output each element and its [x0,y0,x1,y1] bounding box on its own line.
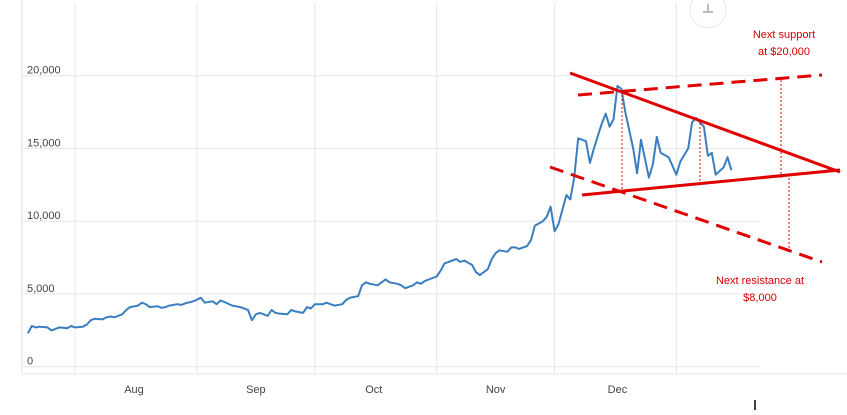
y-tick-label: 10,000 [27,210,61,222]
y-tick-label: 15,000 [27,137,61,149]
lower-channel [549,165,823,264]
x-tick-label: Nov [486,384,506,396]
download-icon[interactable] [703,4,713,13]
support-line [581,168,841,197]
download-circle[interactable] [689,0,727,29]
y-tick-label: 20,000 [27,65,61,77]
x-tick-label: Dec [608,384,628,396]
annotation: Next support [753,29,815,41]
trend-lines [549,71,841,264]
download-button[interactable] [689,0,727,29]
y-tick-label: 5,000 [27,283,55,295]
x-tick-label: Oct [365,384,382,396]
annotation: Next resistance at [716,275,804,287]
annotation: at $20,000 [758,46,810,58]
annotation: $8,000 [743,292,777,304]
x-tick-label: Aug [124,384,144,396]
price-line [27,84,733,334]
upper-channel [577,73,823,97]
resistance-line [569,71,841,174]
x-tick-label: Sep [246,384,266,396]
y-tick-label: 0 [27,356,33,368]
